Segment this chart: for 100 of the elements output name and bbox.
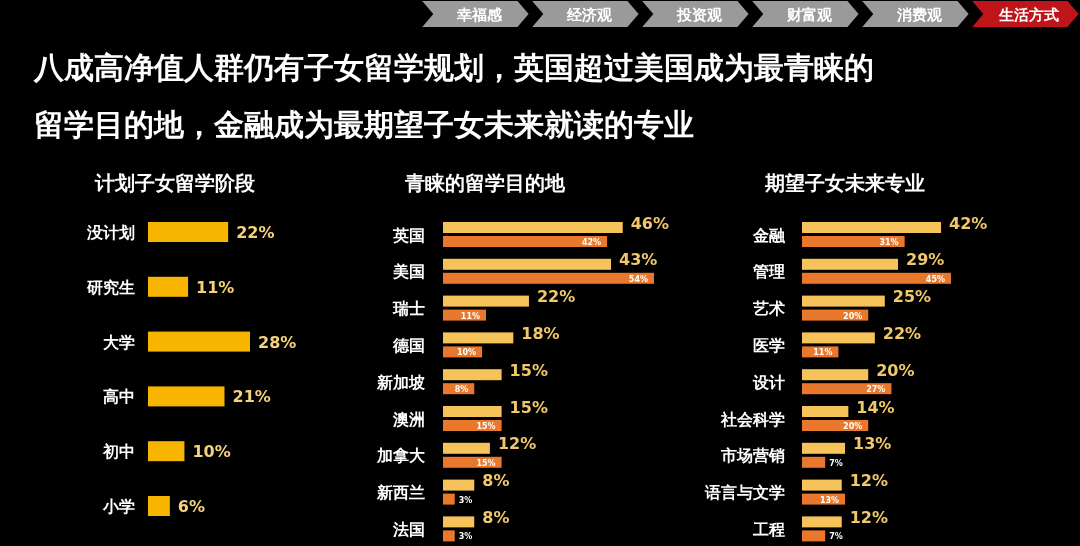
- data-label: 3%: [458, 495, 473, 505]
- bar: [802, 295, 885, 307]
- data-label: 25%: [892, 287, 932, 307]
- bar: [443, 516, 475, 528]
- navigation: 幸福感 经济观 投资观 财富观 消费观 生活方式: [417, 0, 1080, 29]
- bar: [443, 369, 502, 381]
- y-tick-label: 新西兰: [376, 483, 425, 503]
- data-label: 45%: [925, 274, 945, 284]
- chart-title: 期望子女未来专业: [764, 171, 925, 195]
- text: 八成高净值人群仍有子女留学规划，英国超过美国成为最青睐的: [33, 50, 874, 85]
- bar: [802, 456, 826, 468]
- data-label: 12%: [849, 471, 889, 491]
- data-label: 20%: [843, 422, 863, 431]
- bar: [802, 406, 849, 417]
- y-tick-label: 工程: [752, 519, 785, 539]
- y-tick-label: 研究生: [86, 277, 135, 297]
- data-label: 7%: [829, 458, 843, 468]
- data-label: 22%: [882, 323, 922, 343]
- bar: [443, 222, 623, 233]
- bar: [148, 441, 185, 462]
- data-label: 27%: [866, 385, 886, 395]
- chart-title: 青睐的留学目的地: [404, 171, 566, 195]
- data-label: 20%: [876, 360, 915, 380]
- bar: [148, 276, 189, 297]
- data-label: 8%: [482, 507, 510, 527]
- y-tick-label: 德国: [392, 335, 425, 355]
- bar: [802, 479, 842, 491]
- y-tick-label: 艺术: [752, 299, 785, 319]
- data-label: 42%: [949, 213, 988, 233]
- y-tick-label: 澳洲: [392, 409, 425, 429]
- data-label: 29%: [906, 250, 945, 270]
- data-label: 46%: [630, 213, 670, 233]
- data-label: 3%: [458, 532, 473, 542]
- data-label: 12%: [497, 434, 537, 454]
- data-label: 11%: [460, 311, 480, 321]
- bar: [443, 332, 514, 344]
- bar: [443, 442, 490, 454]
- data-label: 6%: [177, 497, 206, 516]
- text: 留学目的地，金融成为最期望子女未来就读的专业: [34, 107, 694, 142]
- bar: [148, 496, 170, 516]
- bar: [443, 406, 502, 417]
- bar: [802, 332, 875, 344]
- data-label: 7%: [829, 532, 843, 542]
- bar: [802, 369, 869, 381]
- bar: [443, 272, 654, 284]
- data-label: 31%: [879, 238, 899, 247]
- data-label: 8%: [454, 385, 469, 395]
- data-label: 21%: [232, 387, 271, 407]
- bar: [802, 222, 942, 233]
- data-label: 11%: [196, 277, 235, 297]
- bar: [148, 386, 225, 407]
- data-label: 22%: [536, 287, 576, 307]
- y-tick-label: 新加坡: [376, 372, 426, 392]
- data-label: 10%: [192, 442, 231, 462]
- data-label: 54%: [628, 274, 648, 284]
- bar: [443, 236, 608, 247]
- data-label: 18%: [521, 323, 560, 343]
- y-tick-label: 英国: [392, 225, 425, 245]
- data-label: 12%: [849, 507, 889, 527]
- data-label: 13%: [853, 434, 892, 454]
- y-tick-label: 法国: [392, 519, 425, 539]
- data-label: 22%: [236, 223, 275, 242]
- data-label: 8%: [482, 471, 510, 491]
- y-tick-label: 管理: [752, 262, 785, 282]
- data-label: 43%: [619, 250, 658, 270]
- bar: [443, 493, 455, 505]
- data-label: 15%: [509, 360, 548, 380]
- y-tick-label: 初中: [102, 442, 135, 462]
- bar: [443, 479, 475, 491]
- bar: [802, 516, 842, 528]
- data-label: 14%: [856, 397, 895, 417]
- bar: [443, 258, 612, 270]
- data-label: 10%: [456, 348, 477, 358]
- data-label: 20%: [843, 311, 863, 321]
- bar: [802, 258, 899, 270]
- y-tick-label: 市场营销: [720, 446, 785, 466]
- bar: [443, 295, 529, 307]
- y-tick-label: 美国: [392, 262, 425, 282]
- y-tick-label: 瑞士: [392, 299, 425, 319]
- bar: [148, 331, 250, 352]
- data-label: 42%: [581, 238, 602, 247]
- bar: [802, 236, 905, 247]
- y-tick-label: 大学: [103, 332, 135, 352]
- bar: [802, 530, 826, 542]
- data-label: 15%: [476, 422, 496, 431]
- chart-title: 计划子女留学阶段: [94, 171, 256, 195]
- y-tick-label: 设计: [752, 372, 785, 392]
- data-label: 15%: [476, 458, 496, 468]
- data-label: 15%: [509, 397, 548, 417]
- data-label: 13%: [819, 495, 840, 505]
- data-label: 11%: [813, 348, 833, 358]
- y-tick-label: 金融: [752, 225, 786, 245]
- bar: [802, 272, 951, 284]
- bar: [148, 222, 229, 242]
- y-tick-label: 加拿大: [376, 446, 426, 466]
- y-tick-label: 社会科学: [720, 409, 785, 429]
- data-label: 28%: [258, 332, 297, 352]
- y-tick-label: 高中: [103, 387, 135, 407]
- bar: [802, 442, 846, 454]
- y-tick-label: 没计划: [86, 223, 135, 242]
